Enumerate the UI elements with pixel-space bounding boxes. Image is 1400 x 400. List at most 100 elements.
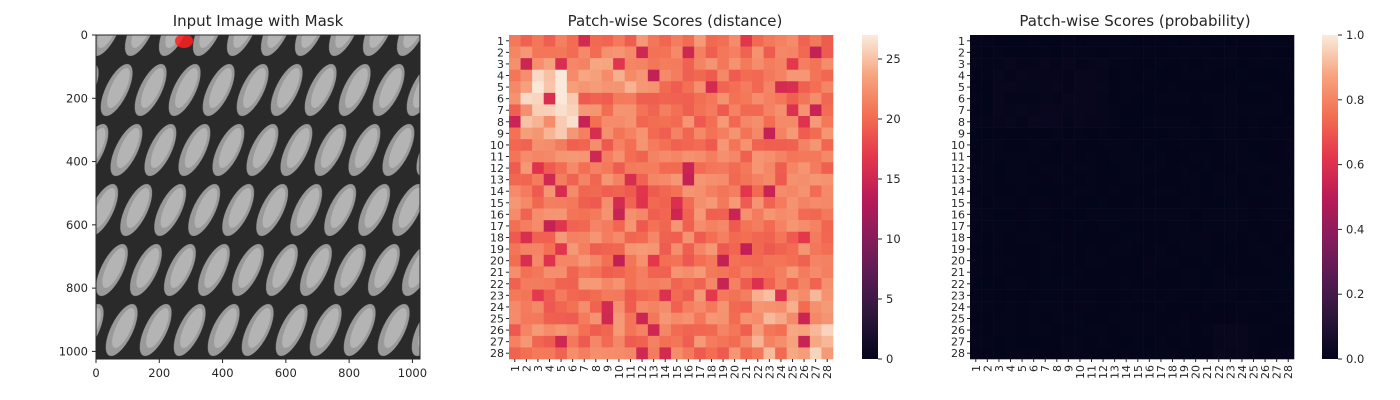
heatmap-col-label: 22: [752, 365, 765, 379]
heatmap-row-label: 7: [958, 104, 965, 117]
heatmap-cell: [1270, 312, 1283, 325]
heatmap-cell: [763, 46, 776, 59]
heatmap-cell: [1270, 220, 1283, 233]
heatmap-cell: [786, 231, 799, 244]
heatmap-cell: [647, 220, 660, 233]
heatmap-cell: [1189, 254, 1202, 267]
heatmap-cell: [532, 173, 545, 186]
heatmap-cell: [555, 173, 568, 186]
heatmap-cell: [659, 104, 672, 117]
heatmap-cell: [1062, 312, 1075, 325]
heatmap-cell: [798, 139, 811, 152]
heatmap-cell: [1097, 347, 1110, 360]
heatmap-cell: [1178, 139, 1191, 152]
heatmap-cell: [1178, 69, 1191, 82]
heatmap-cell: [647, 197, 660, 209]
heatmap-cell: [1074, 81, 1087, 94]
heatmap-cell: [1247, 312, 1260, 325]
heatmap-cell: [601, 289, 614, 302]
heatmap-cell: [682, 92, 695, 105]
heatmap-cell: [671, 324, 683, 337]
heatmap-cell: [636, 69, 649, 82]
heatmap-cell: [520, 185, 533, 198]
heatmap-cell: [543, 347, 556, 360]
heatmap-cell: [682, 58, 695, 71]
heatmap-cell: [647, 208, 660, 221]
distance-heatmap-cells: [509, 35, 834, 360]
heatmap-col-label: 20: [1190, 365, 1203, 379]
heatmap-cell: [555, 116, 568, 128]
heatmap-cell: [1166, 139, 1179, 152]
heatmap-cell: [1247, 116, 1260, 128]
heatmap-row-label: 6: [958, 93, 965, 106]
heatmap-cell: [763, 162, 776, 175]
heatmap-cell: [775, 81, 788, 94]
heatmap-cell: [1236, 92, 1249, 105]
heatmap-cell: [1039, 127, 1052, 140]
heatmap-cell: [1178, 127, 1191, 140]
heatmap-cell: [786, 208, 799, 221]
heatmap-cell: [752, 324, 764, 337]
heatmap-cell: [1074, 185, 1087, 198]
heatmap-cell: [613, 92, 626, 105]
heatmap-cell: [1213, 301, 1225, 314]
heatmap-cell: [1155, 254, 1168, 267]
heatmap-cell: [728, 231, 741, 244]
heatmap-cell: [1236, 243, 1249, 256]
panel-probability-heatmap: Patch-wise Scores (probability) 12345678…: [951, 12, 1364, 379]
heatmap-cell: [601, 243, 614, 256]
heatmap-row-label: 19: [490, 243, 504, 256]
heatmap-cell: [1074, 289, 1087, 302]
heatmap-cell: [981, 92, 994, 105]
heatmap-cell: [694, 46, 707, 59]
heatmap-cell: [717, 150, 730, 163]
heatmap-cell: [970, 173, 982, 186]
heatmap-cell: [1201, 197, 1214, 209]
heatmap-cell: [1201, 185, 1214, 198]
heatmap-cell: [705, 139, 718, 152]
heatmap-cell: [1108, 185, 1121, 198]
heatmap-cell: [821, 69, 834, 82]
heatmap-cell: [1062, 347, 1075, 360]
heatmap-cell: [1051, 335, 1063, 348]
heatmap-cell: [1201, 347, 1214, 360]
heatmap-cell: [1074, 324, 1087, 337]
heatmap-cell: [705, 220, 718, 233]
heatmap-cell: [970, 301, 982, 314]
heatmap-cell: [728, 301, 741, 314]
heatmap-cell: [694, 278, 707, 290]
heatmap-cell: [1108, 162, 1121, 175]
heatmap-cell: [1189, 266, 1202, 279]
heatmap-cell: [786, 301, 799, 314]
heatmap-cell: [798, 92, 811, 105]
heatmap-cell: [1213, 324, 1225, 337]
heatmap-cell: [555, 231, 568, 244]
heatmap-cell: [1189, 173, 1202, 186]
heatmap-cell: [1224, 220, 1237, 233]
heatmap-cell: [1097, 150, 1110, 163]
heatmap-cell: [1270, 162, 1283, 175]
heatmap-cell: [1120, 116, 1133, 128]
heatmap-cell: [1016, 104, 1029, 117]
colorbar-tick-label: 10: [886, 232, 901, 246]
heatmap-cell: [1270, 347, 1283, 360]
heatmap-cell: [566, 312, 579, 325]
heatmap-cell: [970, 150, 982, 163]
heatmap-cell: [763, 139, 776, 152]
heatmap-cell: [1201, 69, 1214, 82]
heatmap-cell: [752, 278, 764, 290]
heatmap-cell: [1120, 185, 1133, 198]
heatmap-cell: [970, 69, 982, 82]
heatmap-cell: [1189, 104, 1202, 117]
heatmap-cell: [821, 197, 834, 209]
heatmap-cell: [752, 81, 764, 94]
heatmap-cell: [532, 104, 545, 117]
heatmap-cell: [1201, 139, 1214, 152]
heatmap-cell: [1074, 243, 1087, 256]
heatmap-cell: [671, 185, 683, 198]
heatmap-cell: [1097, 185, 1110, 198]
heatmap-cell: [1247, 266, 1260, 279]
heatmap-cell: [520, 254, 533, 267]
heatmap-cell: [981, 116, 994, 128]
heatmap-cell: [1108, 254, 1121, 267]
